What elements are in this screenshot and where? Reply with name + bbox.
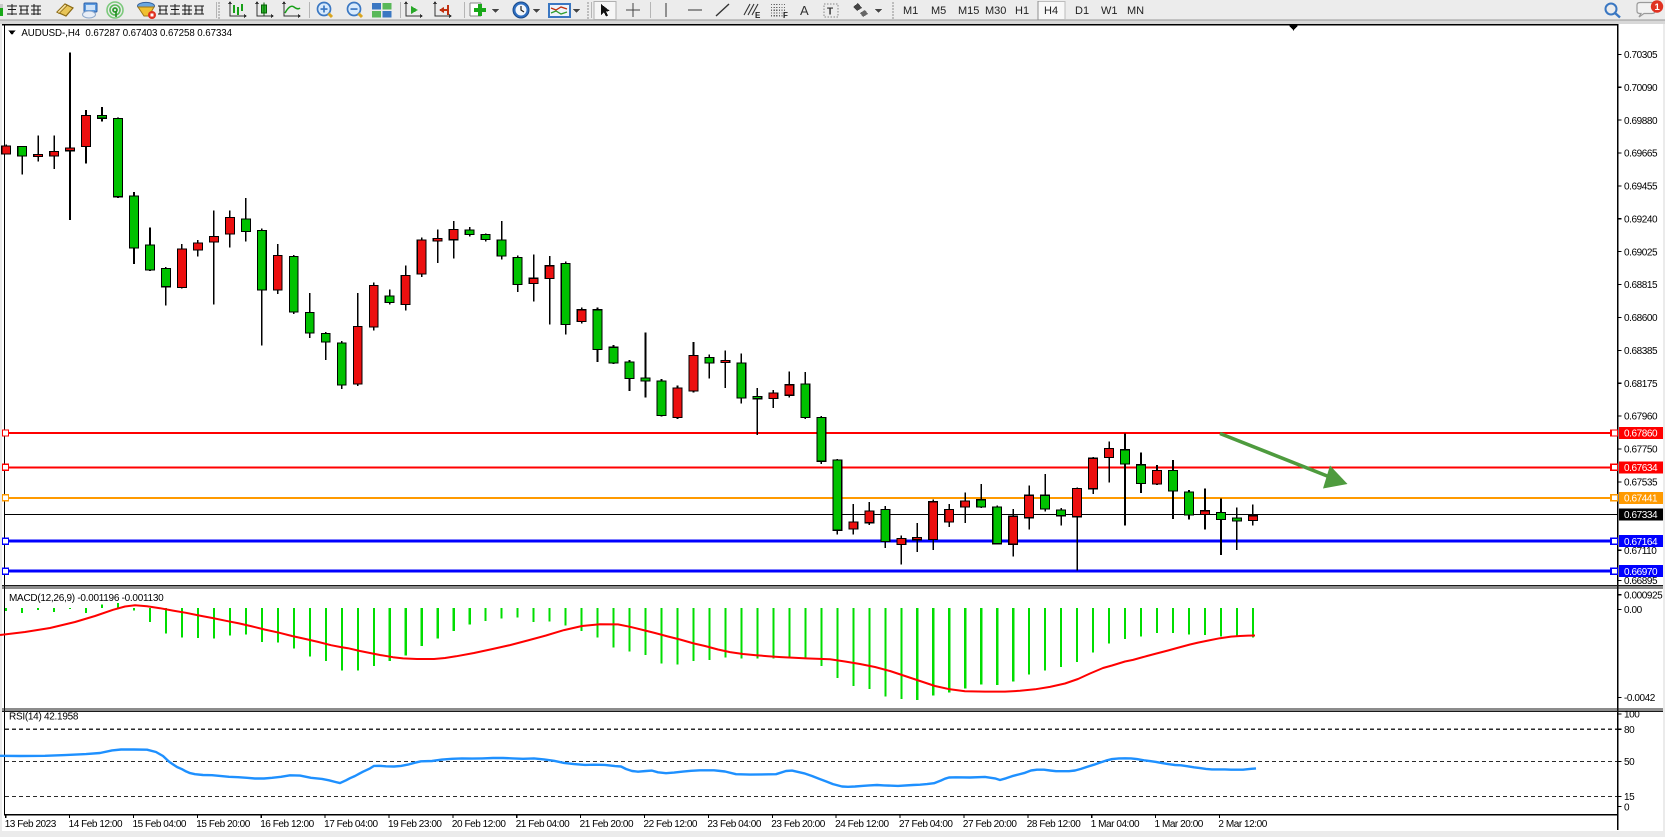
svg-text:W1: W1 <box>1101 5 1118 17</box>
svg-text:RSI(14) 42.1958: RSI(14) 42.1958 <box>9 712 79 723</box>
svg-text:0.69880: 0.69880 <box>1624 116 1658 127</box>
svg-text:0.00: 0.00 <box>1624 605 1643 616</box>
svg-text:20 Feb 12:00: 20 Feb 12:00 <box>452 819 506 830</box>
svg-text:0.68385: 0.68385 <box>1624 346 1658 357</box>
svg-text:0.68600: 0.68600 <box>1624 313 1658 324</box>
svg-text:H1: H1 <box>1015 5 1029 17</box>
svg-text:27 Feb 20:00: 27 Feb 20:00 <box>963 819 1017 830</box>
svg-text:H4: H4 <box>1044 5 1058 17</box>
svg-text:21 Feb 20:00: 21 Feb 20:00 <box>580 819 634 830</box>
svg-text:21 Feb 04:00: 21 Feb 04:00 <box>516 819 570 830</box>
svg-text:22 Feb 12:00: 22 Feb 12:00 <box>644 819 698 830</box>
svg-text:0.69665: 0.69665 <box>1624 149 1658 160</box>
svg-text:15 Feb 04:00: 15 Feb 04:00 <box>133 819 187 830</box>
svg-text:0: 0 <box>1624 802 1630 813</box>
svg-text:M15: M15 <box>958 5 979 17</box>
svg-text:19 Feb 23:00: 19 Feb 23:00 <box>388 819 442 830</box>
svg-text:0.66970: 0.66970 <box>1624 567 1658 578</box>
svg-text:0.67634: 0.67634 <box>1624 463 1658 474</box>
svg-text:0.67441: 0.67441 <box>1624 494 1658 505</box>
svg-text:A: A <box>800 3 809 18</box>
svg-text:16 Feb 12:00: 16 Feb 12:00 <box>260 819 314 830</box>
svg-text:14 Feb 12:00: 14 Feb 12:00 <box>69 819 123 830</box>
svg-text:15: 15 <box>1624 792 1635 803</box>
svg-text:M1: M1 <box>903 5 918 17</box>
svg-text:23 Feb 04:00: 23 Feb 04:00 <box>707 819 761 830</box>
svg-text:0.000925: 0.000925 <box>1624 590 1663 601</box>
svg-text:0.67750: 0.67750 <box>1624 445 1658 456</box>
svg-text:0.70090: 0.70090 <box>1624 83 1658 94</box>
svg-text:0.67960: 0.67960 <box>1624 412 1658 423</box>
svg-text:23 Feb 20:00: 23 Feb 20:00 <box>771 819 825 830</box>
svg-text:0.68815: 0.68815 <box>1624 280 1658 291</box>
svg-text:0.67535: 0.67535 <box>1624 478 1658 489</box>
svg-text:0.69455: 0.69455 <box>1624 182 1658 193</box>
svg-text:0.67860: 0.67860 <box>1624 429 1658 440</box>
svg-text:2 Mar 12:00: 2 Mar 12:00 <box>1218 819 1267 830</box>
svg-text:T: T <box>827 7 833 18</box>
svg-text:M30: M30 <box>985 5 1006 17</box>
svg-text:13 Feb 2023: 13 Feb 2023 <box>5 819 57 830</box>
svg-text:-0.0042: -0.0042 <box>1624 693 1656 704</box>
svg-text:M5: M5 <box>931 5 946 17</box>
svg-text:0.67164: 0.67164 <box>1624 537 1658 548</box>
svg-text:MACD(12,26,9) -0.001196 -0.001: MACD(12,26,9) -0.001196 -0.001130 <box>9 593 164 604</box>
svg-text:24 Feb 12:00: 24 Feb 12:00 <box>835 819 889 830</box>
svg-text:0.69240: 0.69240 <box>1624 214 1658 225</box>
svg-text:0.67334: 0.67334 <box>1624 510 1658 521</box>
svg-text:15 Feb 20:00: 15 Feb 20:00 <box>196 819 250 830</box>
svg-text:50: 50 <box>1624 757 1635 768</box>
svg-text:0.68175: 0.68175 <box>1624 379 1658 390</box>
svg-text:0.66895: 0.66895 <box>1624 576 1658 587</box>
svg-text:0.67110: 0.67110 <box>1624 546 1657 557</box>
svg-text:80: 80 <box>1624 725 1635 736</box>
svg-text:0.69025: 0.69025 <box>1624 247 1658 258</box>
svg-text:28 Feb 12:00: 28 Feb 12:00 <box>1027 819 1081 830</box>
svg-text:17 Feb 04:00: 17 Feb 04:00 <box>324 819 378 830</box>
svg-text:F: F <box>783 11 788 20</box>
svg-text:E: E <box>755 11 761 20</box>
svg-text:27 Feb 04:00: 27 Feb 04:00 <box>899 819 953 830</box>
svg-text:1: 1 <box>1655 2 1661 13</box>
svg-text:MN: MN <box>1127 5 1144 17</box>
svg-text:100: 100 <box>1624 710 1640 721</box>
svg-text:1 Mar 20:00: 1 Mar 20:00 <box>1155 819 1204 830</box>
svg-text:AUDUSD-,H4 0.67287 0.67403 0.: AUDUSD-,H4 0.67287 0.67403 0.67258 0.673… <box>21 28 232 39</box>
svg-text:1 Mar 04:00: 1 Mar 04:00 <box>1091 819 1140 830</box>
svg-text:0.70305: 0.70305 <box>1624 50 1658 61</box>
svg-text:D1: D1 <box>1075 5 1089 17</box>
